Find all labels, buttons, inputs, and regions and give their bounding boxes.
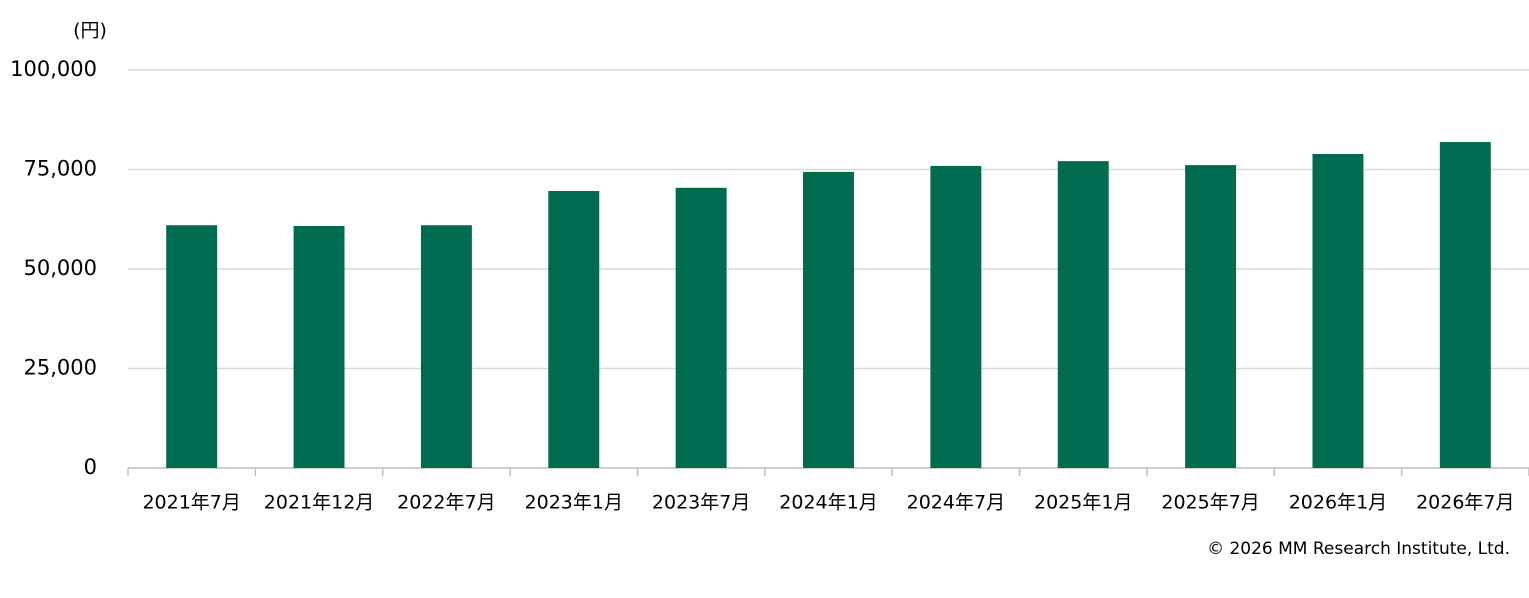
bar: [1312, 153, 1364, 468]
x-tick-label: 2024年7月: [907, 492, 1005, 514]
bar: [1057, 161, 1109, 468]
bar: [1439, 142, 1491, 468]
bar: [293, 226, 345, 468]
x-tick-label: 2021年7月: [142, 492, 240, 514]
bar: [1185, 165, 1237, 468]
bar: [675, 187, 727, 469]
x-tick-label: 2024年1月: [779, 492, 877, 514]
bar: [548, 190, 600, 468]
x-tick-label: 2022年7月: [397, 492, 495, 514]
bar: [166, 225, 218, 468]
x-tick-label: 2025年7月: [1161, 492, 1259, 514]
y-tick-label: 100,000: [10, 57, 97, 81]
x-tick-label: 2026年1月: [1289, 492, 1387, 514]
y-tick-label: 25,000: [24, 356, 97, 380]
bar: [930, 165, 982, 468]
x-tick-label: 2021年12月: [264, 492, 375, 514]
bar: [420, 225, 472, 468]
y-tick-label: 50,000: [24, 256, 97, 280]
x-tick-label: 2023年7月: [652, 492, 750, 514]
x-tick-label: 2025年1月: [1034, 492, 1132, 514]
y-tick-label: 0: [84, 455, 97, 479]
bar: [803, 171, 854, 468]
x-tick-label: 2023年1月: [525, 492, 623, 514]
y-axis-unit: (円): [73, 20, 107, 42]
source-note: © 2026 MM Research Institute, Ltd.: [1207, 539, 1510, 559]
y-tick-label: 75,000: [24, 157, 97, 181]
x-tick-label: 2026年7月: [1416, 492, 1514, 514]
